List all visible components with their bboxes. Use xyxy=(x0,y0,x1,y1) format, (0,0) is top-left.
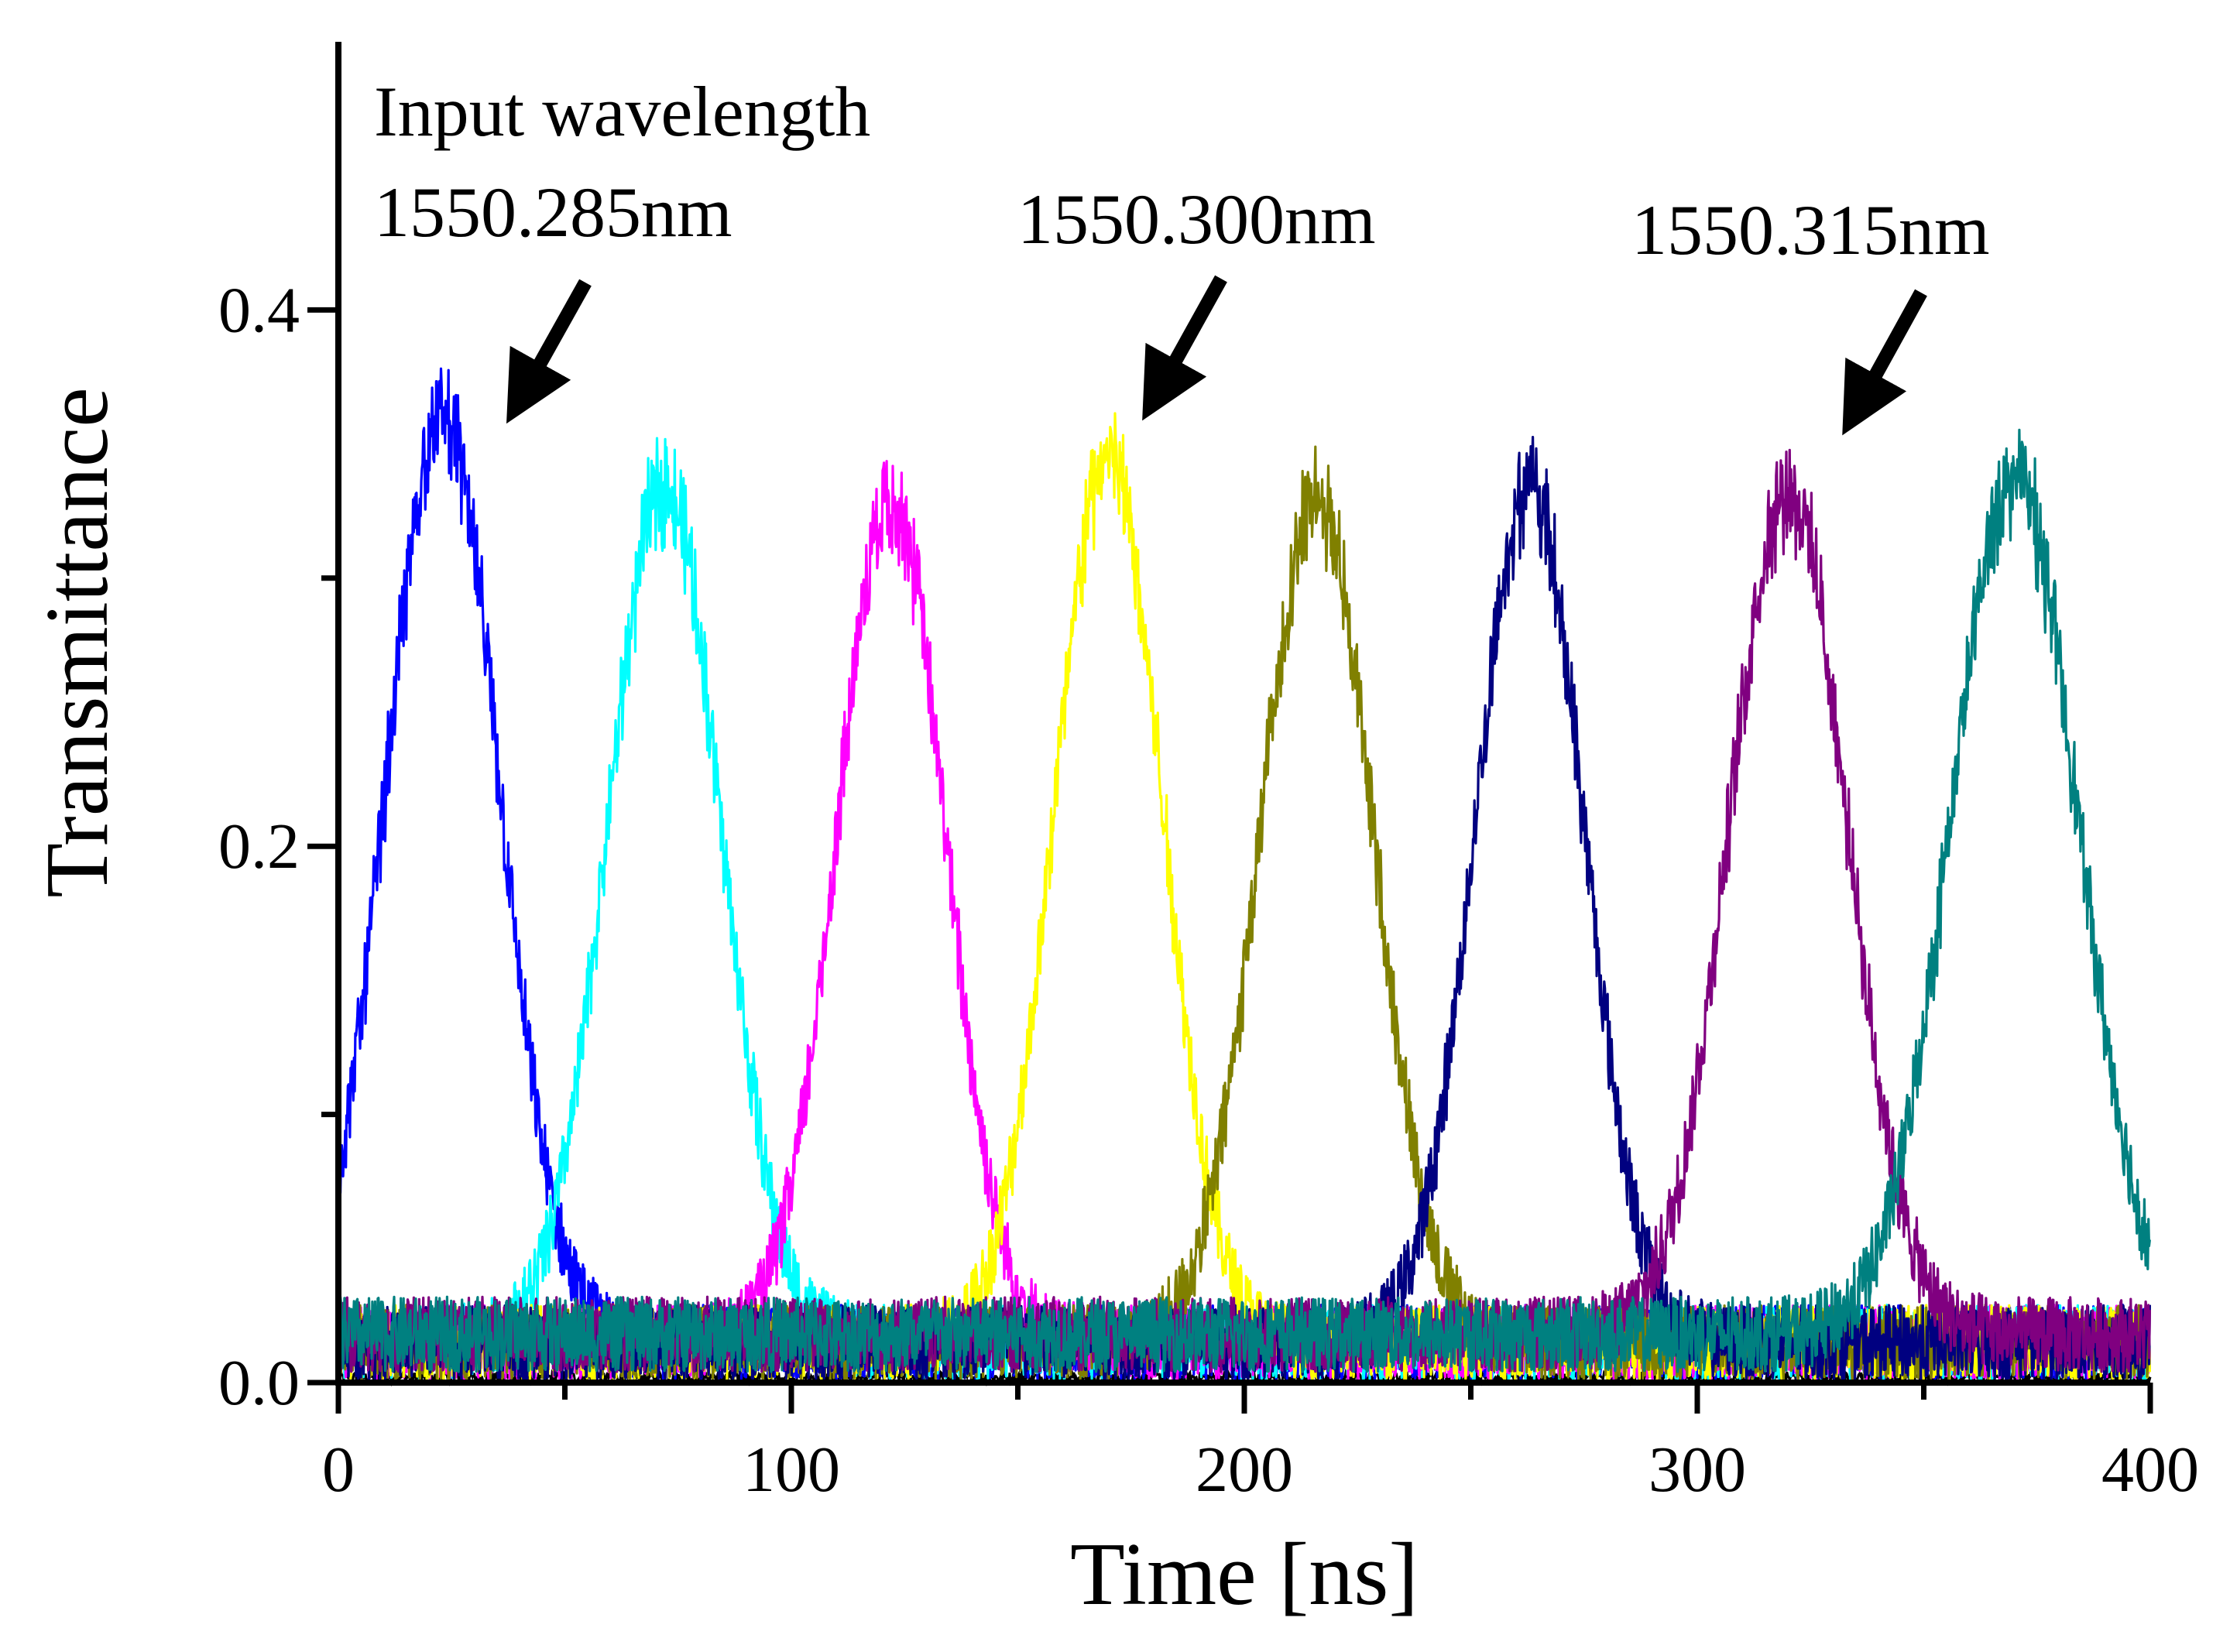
annotation-arrow-2 xyxy=(1142,275,1227,421)
x-tick-label: 200 xyxy=(1196,1434,1293,1506)
x-tick-label: 400 xyxy=(2101,1434,2199,1506)
y-tick-label: 0.2 xyxy=(218,811,300,883)
series-layer xyxy=(337,367,2152,1387)
y-tick-label: 0.4 xyxy=(218,274,300,346)
annotation-1550-315nm: 1550.315nm xyxy=(1631,190,1990,269)
axes-layer: 0 100 200 300 400 0.0 0.2 0.4 xyxy=(218,42,2199,1506)
y-axis-title: Transmittance xyxy=(28,387,127,897)
x-tick-label: 0 xyxy=(322,1434,355,1506)
annotation-1550-300nm: 1550.300nm xyxy=(1017,180,1376,259)
annotation-input-wavelength-label: Input wavelength xyxy=(374,72,870,151)
x-axis-title: Time [ns] xyxy=(1070,1525,1419,1624)
x-tick-label: 300 xyxy=(1648,1434,1746,1506)
annotation-arrow-3 xyxy=(1842,289,1927,436)
y-tick-label: 0.0 xyxy=(218,1347,300,1419)
series-line-pulse-8 xyxy=(337,428,2151,1373)
x-tick-label: 100 xyxy=(743,1434,840,1506)
annotation-arrow-1 xyxy=(506,279,592,424)
annotation-1550-285nm: 1550.285nm xyxy=(374,173,732,252)
